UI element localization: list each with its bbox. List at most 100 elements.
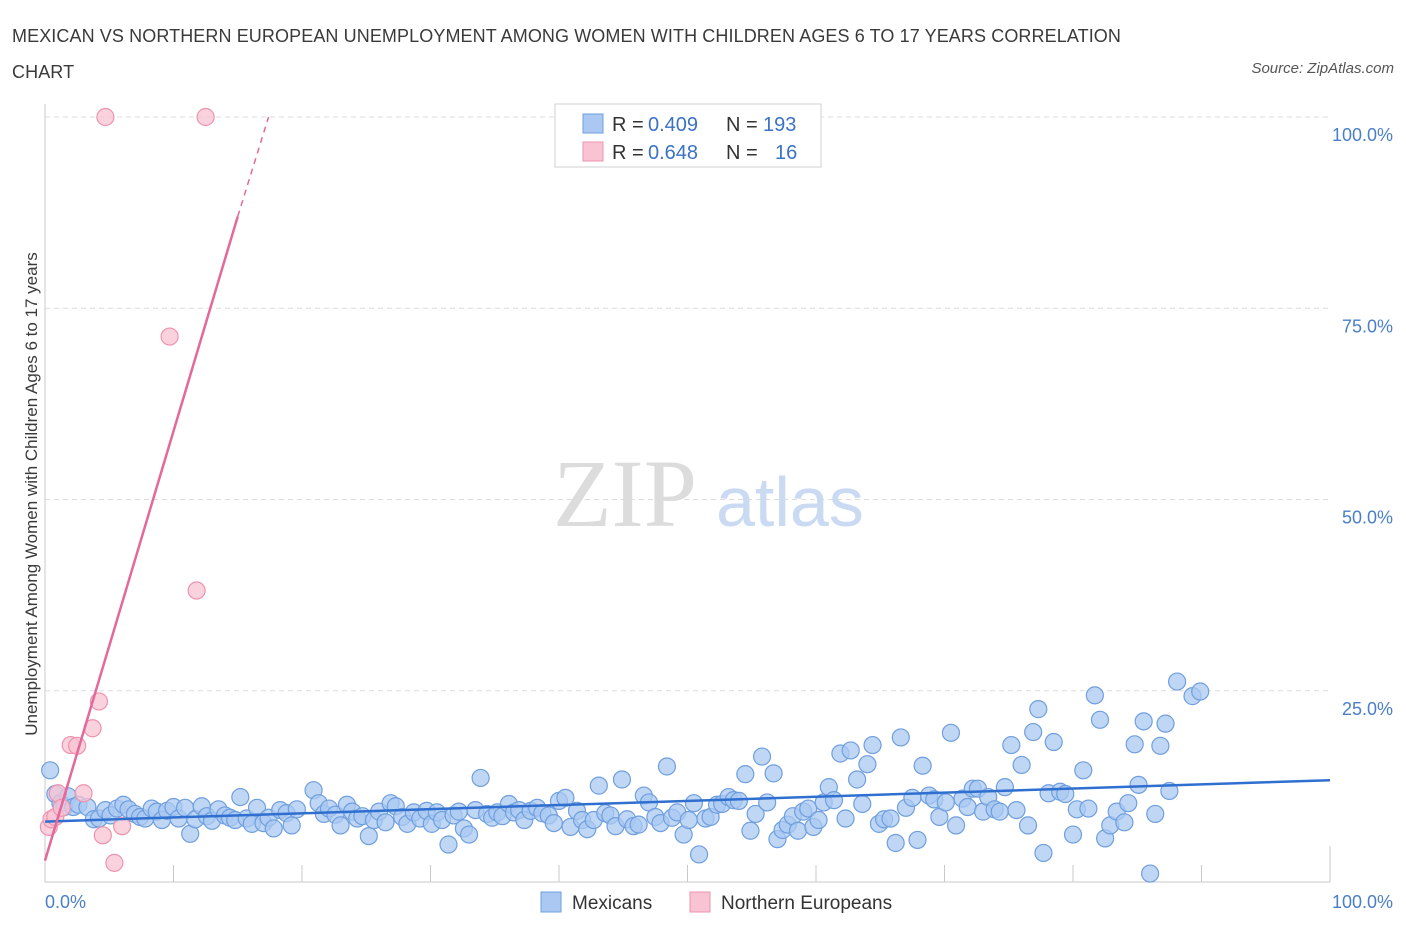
point-mexicans xyxy=(1074,761,1093,780)
trend-line-northern-europeans-extension xyxy=(237,116,270,217)
point-mexicans xyxy=(287,800,306,819)
y-axis-label: Unemployment Among Women with Children A… xyxy=(22,252,41,736)
point-mexicans xyxy=(836,809,855,828)
legend-swatch-mexicans xyxy=(582,113,604,134)
point-northern-europeans xyxy=(187,581,206,600)
point-mexicans xyxy=(891,728,910,747)
point-mexicans xyxy=(1012,755,1031,775)
axes xyxy=(44,104,1331,883)
point-mexicans xyxy=(657,757,677,776)
point-mexicans xyxy=(1063,825,1083,844)
series-northern-europeans xyxy=(39,107,215,872)
point-northern-europeans xyxy=(96,107,115,127)
point-mexicans xyxy=(1044,732,1063,752)
point-mexicans xyxy=(853,794,872,814)
point-mexicans xyxy=(544,813,563,833)
point-mexicans xyxy=(746,804,765,824)
trend-line-northern-europeans xyxy=(43,216,239,861)
legend-r-label-1: R = xyxy=(612,114,644,136)
point-mexicans xyxy=(764,764,783,783)
point-mexicans xyxy=(439,835,458,854)
point-mexicans xyxy=(1085,686,1104,705)
point-mexicans xyxy=(903,788,922,807)
point-mexicans xyxy=(459,825,479,844)
point-mexicans xyxy=(359,826,378,846)
point-northern-europeans xyxy=(196,107,215,127)
bottom-legend-swatch-mexicans xyxy=(540,891,562,913)
point-mexicans xyxy=(863,735,882,755)
y-tick-label: 25.0% xyxy=(1342,699,1393,719)
point-mexicans xyxy=(264,819,283,838)
point-mexicans xyxy=(556,788,575,807)
point-mexicans xyxy=(612,770,632,789)
legend-r-value-1: 0.409 xyxy=(648,114,698,136)
point-mexicans xyxy=(629,815,648,834)
point-mexicans xyxy=(946,816,966,835)
legend-n-value-1: 193 xyxy=(763,114,796,136)
legend-n-label-1: N = xyxy=(726,114,758,136)
grid-lines xyxy=(45,116,1330,692)
point-mexicans xyxy=(881,809,900,828)
point-mexicans xyxy=(848,770,867,789)
y-tick-label: 50.0% xyxy=(1342,508,1393,528)
point-mexicans xyxy=(1134,712,1153,731)
point-mexicans xyxy=(858,755,877,774)
point-mexicans xyxy=(1140,864,1160,883)
x-tick-labels: 0.0% 100.0% xyxy=(45,892,1393,912)
bottom-legend-northern: Northern Europeans xyxy=(721,893,892,914)
point-mexicans xyxy=(1151,736,1170,755)
point-mexicans xyxy=(736,765,755,784)
point-mexicans xyxy=(1029,700,1048,719)
point-mexicans xyxy=(824,791,844,810)
point-mexicans xyxy=(886,833,905,853)
point-mexicans xyxy=(689,845,709,864)
point-mexicans xyxy=(331,816,350,835)
point-mexicans xyxy=(1125,735,1144,754)
source-label: Source: ZipAtlas.com xyxy=(1251,60,1394,77)
point-mexicans xyxy=(958,797,977,817)
watermark-zip: ZIP xyxy=(553,440,697,547)
point-mexicans xyxy=(449,802,468,821)
legend-n-value-2: 16 xyxy=(775,142,797,164)
point-mexicans xyxy=(1129,775,1148,794)
point-mexicans xyxy=(247,798,267,817)
point-mexicans xyxy=(1034,843,1053,863)
point-northern-europeans xyxy=(160,327,179,346)
point-mexicans xyxy=(679,810,698,830)
point-mexicans xyxy=(41,761,60,780)
bottom-legend: Mexicans Northern Europeans xyxy=(540,891,892,914)
point-mexicans xyxy=(1079,799,1098,818)
point-mexicans xyxy=(990,802,1009,821)
point-mexicans xyxy=(1119,794,1138,813)
legend: R = 0.409 N = 193 R = 0.648 N = 16 xyxy=(554,103,822,168)
point-mexicans xyxy=(684,794,704,813)
point-mexicans xyxy=(741,821,760,840)
y-tick-labels: 25.0% 50.0% 75.0% 100.0% xyxy=(1332,125,1393,719)
point-mexicans xyxy=(908,830,927,850)
point-mexicans xyxy=(1007,800,1026,820)
point-mexicans xyxy=(841,741,860,760)
point-mexicans xyxy=(752,747,772,766)
point-mexicans xyxy=(1018,816,1038,835)
point-mexicans xyxy=(1115,813,1134,832)
legend-r-label-2: R = xyxy=(612,142,644,164)
legend-r-value-2: 0.648 xyxy=(648,142,698,164)
point-mexicans xyxy=(729,791,749,811)
bottom-legend-swatch-northern xyxy=(689,891,711,913)
point-northern-europeans xyxy=(74,784,93,803)
legend-swatch-northern xyxy=(582,141,604,162)
y-tick-label: 75.0% xyxy=(1342,316,1393,336)
x-tick-label: 0.0% xyxy=(45,892,86,912)
x-tick-label: 100.0% xyxy=(1332,892,1393,912)
point-mexicans xyxy=(799,799,818,818)
point-mexicans xyxy=(1191,682,1210,701)
watermark: ZIP atlas xyxy=(553,440,864,547)
point-mexicans xyxy=(809,810,828,830)
point-mexicans xyxy=(589,776,608,795)
trend-line-mexicans xyxy=(44,779,1331,823)
legend-n-label-2: N = xyxy=(726,142,758,164)
point-mexicans xyxy=(282,816,301,835)
point-mexicans xyxy=(995,778,1014,797)
point-northern-europeans xyxy=(112,817,132,836)
